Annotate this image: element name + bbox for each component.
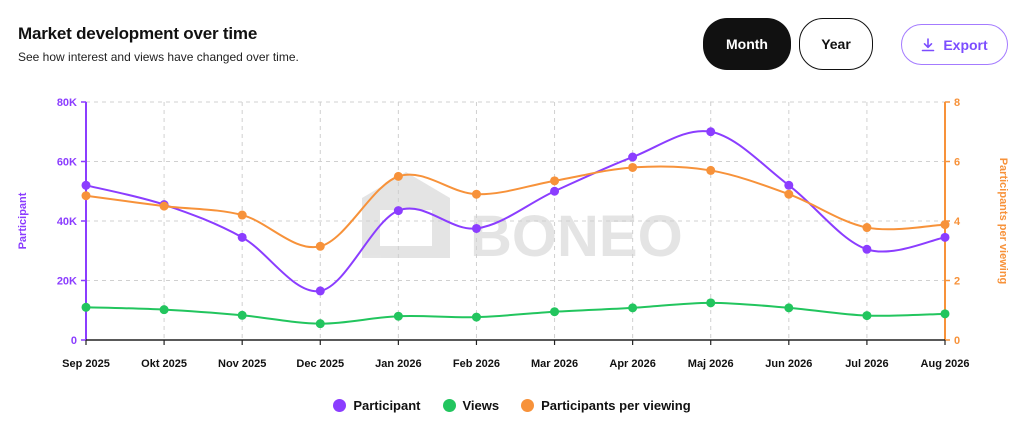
data-point-per-viewing	[550, 176, 560, 186]
data-point-participant	[471, 223, 481, 233]
year-toggle-button[interactable]: Year	[799, 18, 873, 70]
data-point-participant	[315, 286, 325, 296]
data-point-per-viewing	[706, 165, 716, 175]
data-point-views	[940, 309, 950, 319]
legend-marker-per-viewing	[521, 399, 535, 412]
data-point-participant	[706, 127, 716, 137]
data-point-per-viewing	[393, 171, 403, 181]
data-point-per-viewing	[471, 189, 481, 199]
left-axis-tick-label: 0	[71, 335, 77, 347]
x-axis-tick-label: Feb 2026	[453, 358, 500, 370]
right-axis-tick-label: 2	[954, 276, 960, 288]
data-point-per-viewing	[315, 241, 325, 251]
data-point-per-viewing	[81, 191, 91, 201]
export-label: Export	[943, 36, 988, 53]
x-axis-tick-label: Jun 2026	[765, 358, 812, 370]
legend-item-per-viewing[interactable]: Participants per viewing	[521, 398, 691, 413]
data-point-participant	[81, 180, 91, 190]
right-axis-tick-label: 4	[954, 216, 961, 228]
data-point-views	[628, 303, 638, 313]
data-point-per-viewing	[862, 223, 872, 233]
market-chart: BONEO 0 20K 40K 60K 80K 0 2 4 6 8 Sep 2025 Okt 2025 N…	[17, 97, 1009, 370]
series-line-views	[85, 301, 946, 325]
x-axis-tick-label: Mar 2026	[531, 358, 578, 370]
series-participant	[81, 127, 950, 296]
x-axis-tick-label: Aug 2026	[921, 358, 970, 370]
x-axis-tick-label: Apr 2026	[609, 358, 655, 370]
data-point-participant	[862, 244, 872, 254]
data-point-views	[81, 302, 91, 312]
data-point-per-viewing	[628, 162, 638, 172]
data-point-per-viewing	[159, 201, 169, 211]
series-per-viewing	[81, 162, 950, 251]
legend-label-per-viewing: Participants per viewing	[541, 398, 691, 413]
watermark-logo: BONEO	[362, 172, 683, 269]
legend-item-views[interactable]: Views	[442, 398, 500, 413]
legend-label-views: Views	[462, 398, 500, 413]
x-axis-tick-label: Jul 2026	[845, 358, 888, 370]
x-axis-tick-label: Dec 2025	[296, 358, 344, 370]
right-axis-title: Participants per viewing	[997, 158, 1009, 285]
data-point-participant	[628, 152, 638, 162]
right-axis-tick-label: 6	[954, 157, 960, 169]
chart-grid	[86, 101, 945, 340]
data-point-views	[784, 303, 794, 313]
x-axis-tick-label: Nov 2025	[218, 358, 266, 370]
legend-marker-participant	[333, 399, 347, 412]
chart-legend: Participant Views Participants per viewi…	[0, 398, 1024, 413]
left-axis-tick-label: 60K	[57, 157, 77, 169]
data-point-participant	[393, 206, 403, 216]
x-axis-tick-label: Maj 2026	[688, 358, 734, 370]
data-point-views	[471, 312, 481, 322]
data-point-participant	[237, 232, 247, 242]
data-point-participant	[784, 180, 794, 190]
data-point-views	[393, 311, 403, 321]
download-icon	[921, 37, 935, 52]
data-point-views	[237, 310, 247, 320]
right-axis-tick-label: 0	[954, 335, 960, 347]
data-point-views	[550, 307, 560, 317]
x-axis-tick-label: Okt 2025	[141, 358, 187, 370]
legend-marker-views	[442, 399, 456, 412]
data-point-views	[159, 305, 169, 315]
data-point-participant	[940, 232, 950, 242]
data-point-views	[315, 319, 325, 329]
data-point-per-viewing	[784, 189, 794, 199]
x-axis-tick-label: Jan 2026	[375, 358, 421, 370]
legend-item-participant[interactable]: Participant	[333, 398, 421, 413]
legend-label-participant: Participant	[353, 398, 421, 413]
left-axis-tick-label: 40K	[57, 216, 77, 228]
watermark-text: BONEO	[470, 204, 683, 269]
data-point-participant	[550, 186, 560, 196]
left-axis-tick-label: 20K	[57, 276, 77, 288]
export-button[interactable]: Export	[901, 24, 1008, 65]
page-title: Market development over time	[18, 24, 258, 43]
data-point-per-viewing	[940, 220, 950, 230]
data-point-views	[706, 298, 716, 308]
data-point-per-viewing	[237, 210, 247, 220]
right-axis-tick-label: 8	[954, 97, 960, 109]
left-axis-title: Participant	[17, 192, 29, 249]
watermark-house-window	[380, 210, 432, 246]
page-subtitle: See how interest and views have changed …	[18, 50, 299, 64]
series-views	[81, 298, 950, 329]
watermark-house-icon	[362, 172, 450, 258]
x-axis-tick-label: Sep 2025	[62, 358, 110, 370]
month-toggle-button[interactable]: Month	[703, 18, 791, 70]
data-point-views	[862, 311, 872, 321]
left-axis-tick-label: 80K	[57, 97, 77, 109]
